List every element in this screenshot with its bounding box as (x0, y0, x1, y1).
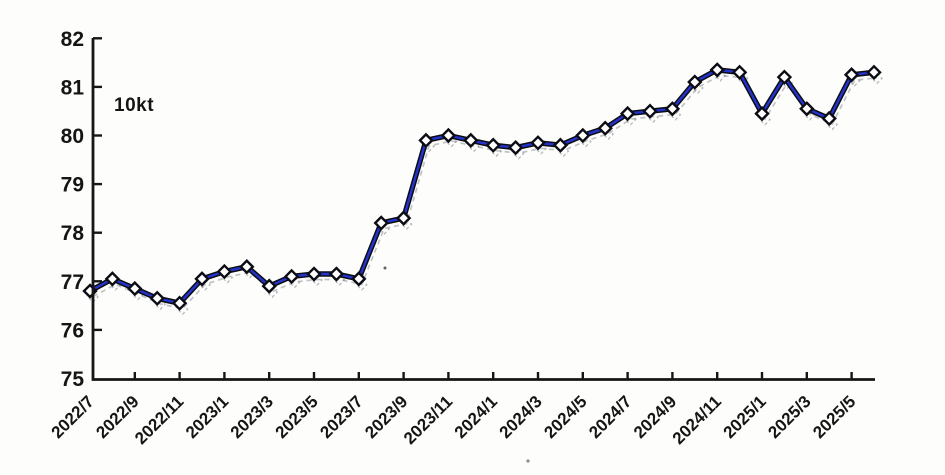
y-tick-label: 77 (61, 271, 84, 294)
data-point-marker (171, 295, 188, 311)
axis-spines (91, 38, 875, 381)
x-tick-label: 2023/7 (316, 392, 366, 442)
y-tick-label: 75 (61, 368, 85, 391)
data-point-marker (530, 135, 546, 151)
x-tick-label: 2025/1 (720, 392, 770, 442)
data-point-marker (104, 271, 121, 287)
data-point-marker (843, 67, 860, 83)
data-point-marker (283, 268, 300, 285)
y-tick-label: 82 (61, 28, 84, 51)
series-line (88, 68, 876, 305)
data-point-marker (799, 101, 815, 117)
scan-speckle (383, 266, 387, 270)
x-tick-label: 2024/7 (585, 392, 635, 442)
data-point-marker (597, 120, 613, 136)
x-tick-label: 2023/1 (182, 392, 232, 442)
data-point-marker (709, 62, 725, 78)
data-point-marker (418, 132, 434, 149)
x-tick-label: 2023/5 (272, 392, 322, 442)
data-point-marker (687, 74, 703, 90)
data-point-marker (507, 139, 524, 156)
data-point-marker (619, 105, 636, 122)
data-point-marker (440, 127, 457, 144)
unit-label: 10kt (114, 95, 155, 116)
data-point-marker (127, 280, 143, 297)
y-tick-label: 81 (61, 76, 85, 99)
data-point-marker (395, 210, 412, 226)
data-point-marker (664, 101, 681, 117)
scan-speckle (526, 459, 530, 463)
data-point-marker (351, 271, 367, 287)
data-point-marker (328, 266, 345, 282)
data-point-marker (239, 259, 255, 275)
data-point-marker (552, 137, 569, 153)
data-point-marker (821, 110, 837, 127)
x-tick-label: 2024/3 (496, 392, 546, 442)
data-point-marker (463, 132, 479, 149)
x-tick-label: 2024/11 (669, 392, 725, 448)
data-point-marker (373, 215, 389, 231)
data-point-marker (485, 137, 501, 153)
data-point-marker (149, 290, 165, 307)
x-tick-label: 2025/3 (764, 392, 814, 442)
data-point-marker (306, 266, 322, 282)
data-point-marker (776, 69, 793, 85)
data-point-marker (575, 127, 591, 144)
x-tick-label: 2022/11 (131, 392, 187, 448)
x-tick-label: 2024/5 (540, 392, 590, 442)
x-tick-label: 2025/5 (809, 392, 859, 442)
x-tick-label: 2024/1 (451, 392, 501, 442)
data-point-marker (216, 263, 233, 280)
y-tick-label: 80 (61, 125, 84, 148)
data-point-marker (754, 105, 770, 122)
data-point-marker (866, 64, 882, 81)
y-tick-label: 76 (61, 319, 84, 342)
data-point-marker (642, 103, 658, 119)
x-tick-label: 2023/11 (400, 392, 456, 448)
data-point-marker (194, 271, 210, 287)
y-tick-label: 79 (61, 174, 84, 197)
data-point-marker (261, 278, 277, 294)
data-point-marker (731, 64, 748, 81)
x-tick-label: 2023/3 (227, 392, 277, 442)
x-tick-label: 2022/7 (48, 392, 98, 442)
y-tick-label: 78 (61, 222, 85, 245)
